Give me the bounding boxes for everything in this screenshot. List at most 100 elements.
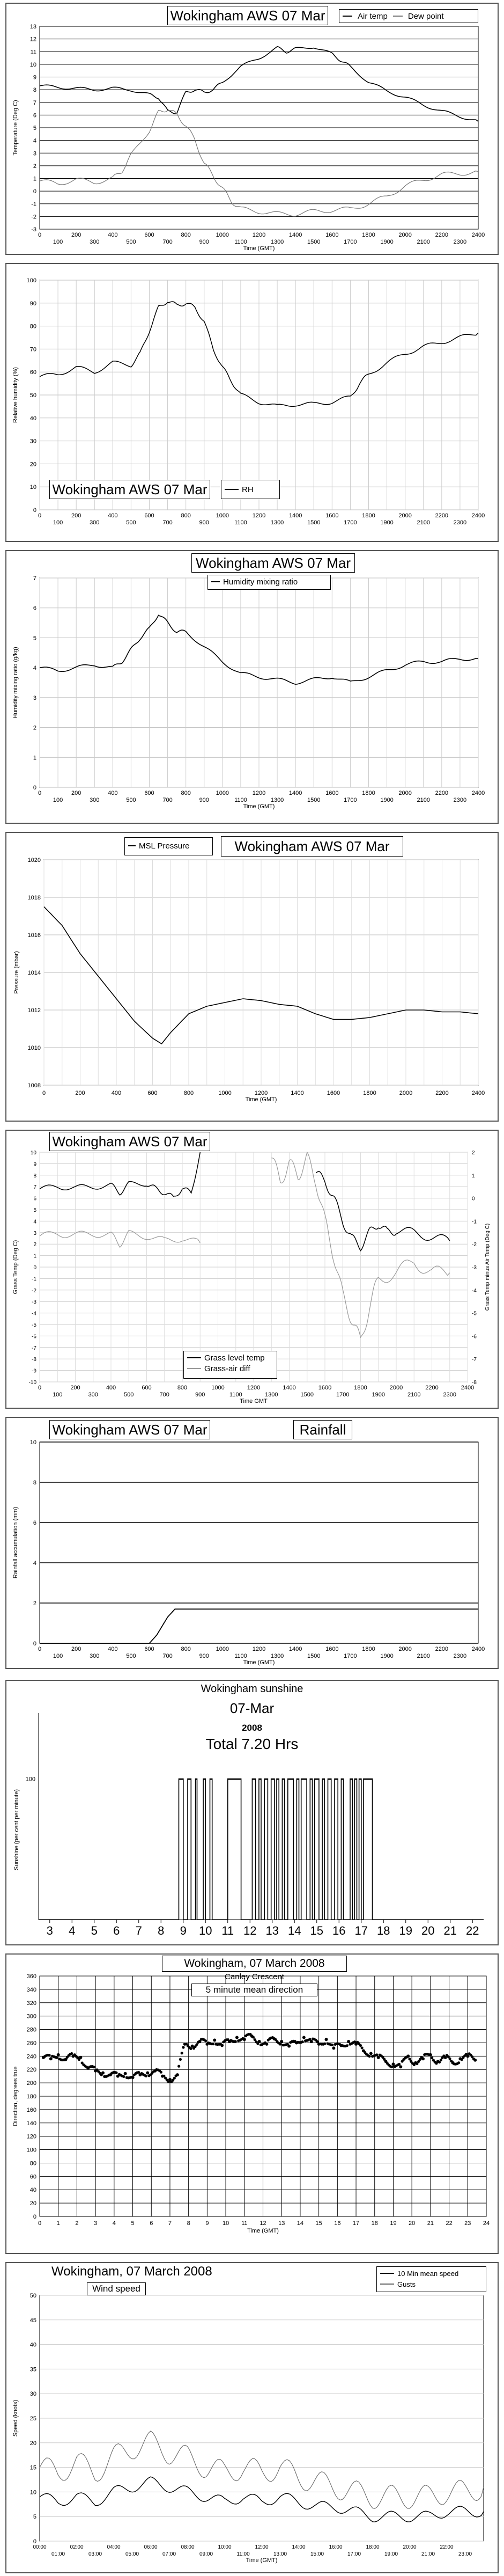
- x-tick-label: 2300: [454, 519, 466, 526]
- chart-subtitle-total: Total 7.20 Hrs: [205, 1736, 299, 1752]
- x-tick-label: 1100: [234, 797, 247, 803]
- x-tick-label: 1500: [307, 1653, 320, 1659]
- x-tick-label: 0: [38, 1646, 41, 1652]
- chart-panel-temperature: -3 -2 -1 0 1 2 3 4 5 6 7 8 9 10 11 12 13 0 200 400 600 800 100…: [5, 3, 499, 255]
- x-axis-label: Time GMT: [240, 1398, 268, 1404]
- chart-title: Wokingham AWS 07 Mar: [191, 553, 355, 573]
- data-point: [101, 2071, 105, 2075]
- legend-label: Grass-air diff: [204, 1364, 250, 1373]
- chart-title: Wokingham AWS 07 Mar: [49, 1420, 210, 1439]
- x-tick-label: 0: [38, 513, 41, 519]
- x-tick-label: 8: [158, 1924, 164, 1937]
- x-tick-label: 2300: [454, 1653, 466, 1659]
- data-point: [168, 2077, 172, 2081]
- y-axis-label: Rainfall accumulation (mm): [12, 1507, 19, 1578]
- y-tick-label: 4: [33, 1219, 36, 1225]
- data-point: [189, 2047, 192, 2051]
- x-tick-label: 7: [168, 2220, 172, 2227]
- y-tick-label: 4: [33, 665, 36, 671]
- x-tick-label: 900: [199, 797, 209, 803]
- wind-direction-chart: 0204060801001201401601802002202402602803…: [12, 1973, 490, 2234]
- y-right-tick-label: -3: [472, 1265, 477, 1271]
- y-tick-label: 200: [27, 2080, 36, 2087]
- x-tick-label: 2100: [417, 1653, 430, 1659]
- x-tick-label: 2300: [454, 797, 466, 803]
- x-tick-label: 1300: [271, 1653, 284, 1659]
- data-point: [406, 2054, 410, 2058]
- y-tick-label: 5: [33, 2514, 36, 2520]
- chart-legend: 10 Min mean speed Gusts: [376, 2266, 486, 2292]
- x-tick-label: 500: [126, 239, 136, 245]
- chart-panel-grass-temp: -10 -9 -8 -7 -6 -5 -4 -3 -2 -1 0 1 2 3 4 5 6 7 8 9 10 0 200 400…: [5, 1130, 499, 1409]
- x-tick-label: 2000: [398, 232, 411, 238]
- x-tick-label: 18:00: [366, 2544, 379, 2550]
- x-tick-label: 400: [108, 513, 117, 519]
- chart-subtitle-year: 2008: [242, 1723, 262, 1733]
- x-tick-label: 700: [162, 519, 172, 526]
- x-tick-label: 200: [75, 1090, 85, 1096]
- legend-label: Air temp: [358, 11, 388, 21]
- x-tick-label: 300: [90, 797, 99, 803]
- chart-panel-wind-direction: 0 20 40 60 80 100 120 140 160 180 200 220 240 260 280 3…: [5, 1953, 499, 2254]
- chart-title: Wokingham AWS 07 Mar: [49, 480, 210, 499]
- x-tick-label: 1200: [253, 1646, 265, 1652]
- sunshine-chart: 100 Sunshine (per cent per minute) 3 4 5 6 7 8 9…: [13, 1713, 484, 1937]
- x-tick-label: 600: [144, 790, 154, 796]
- x-tick-label: 21: [444, 1924, 457, 1937]
- sunshine-bar: [301, 1779, 307, 1780]
- x-tick-label: 6: [113, 1924, 120, 1937]
- chart-legend: RH: [221, 480, 280, 499]
- series-line-pressure: [43, 906, 479, 1045]
- data-point: [79, 2055, 83, 2059]
- sunshine-bar: [227, 1779, 241, 1780]
- x-axis-label: Time (GMT): [247, 2228, 279, 2234]
- data-point: [265, 2042, 269, 2046]
- sunshine-bar: [350, 1779, 353, 1780]
- y-tick-label: 60: [30, 2174, 36, 2180]
- x-tick-label: 1400: [289, 513, 302, 519]
- x-tick-label: 11:00: [236, 2551, 250, 2557]
- x-tick-label: 1200: [253, 790, 265, 796]
- legend-label: Grass level temp: [204, 1353, 265, 1363]
- x-tick-label: 600: [144, 513, 154, 519]
- x-tick-label: 900: [199, 519, 209, 526]
- y-tick-label: 1012: [28, 1007, 41, 1014]
- wind-speed-chart: 0 5 10 15 20 25 30 35 40 45 50 00:00 02:00 04:00 06:00…: [12, 2293, 484, 2564]
- y-tick-label: 25: [30, 2416, 36, 2422]
- data-point: [447, 2055, 450, 2058]
- x-tick-label: 1: [57, 2220, 60, 2227]
- sunshine-bar: [363, 1779, 373, 1780]
- y-tick-label: 0: [33, 507, 36, 514]
- chart-panel-humidity: 0 10 20 30 40 50 60 70 80 90 100 0 200 400 600 800 1000 1…: [5, 263, 499, 542]
- x-tick-label: 100: [53, 239, 63, 245]
- x-axis-label: Time (GMT): [243, 803, 275, 810]
- data-point: [471, 2055, 474, 2059]
- x-tick-label: 600: [144, 232, 154, 238]
- x-tick-label: 17: [355, 1924, 368, 1937]
- data-point: [234, 2040, 237, 2043]
- x-tick-label: 3: [94, 2220, 97, 2227]
- data-point: [431, 2057, 434, 2060]
- x-tick-label: 200: [71, 790, 81, 796]
- x-tick-label: 1200: [253, 232, 265, 238]
- chart-title: Wokingham sunshine: [201, 1683, 303, 1695]
- x-tick-label: 3: [47, 1924, 53, 1937]
- x-tick-label: 1900: [380, 797, 393, 803]
- y-tick-label: 100: [27, 2147, 36, 2154]
- y-tick-label: 1020: [28, 857, 41, 863]
- y-tick-label: 0: [33, 1265, 36, 1271]
- legend-swatch-gusts: [380, 2284, 394, 2285]
- x-tick-label: 4: [69, 1924, 75, 1937]
- chart-panel-mixing-ratio: 0 1 2 3 4 5 6 7 0 200 400 600 800 1000 1200 1400 1600 180…: [5, 550, 499, 824]
- data-point: [56, 2053, 60, 2057]
- x-tick-label: 200: [71, 513, 81, 519]
- sunshine-bar: [287, 1779, 294, 1780]
- chart-title: Wokingham, 07 March 2008: [162, 1956, 347, 1972]
- legend-label: RH: [242, 485, 254, 494]
- x-tick-label: 1400: [289, 790, 302, 796]
- y-tick-label: 10: [30, 484, 36, 491]
- x-tick-label: 1100: [234, 1653, 247, 1659]
- x-tick-label: 19:00: [384, 2551, 398, 2557]
- y-tick-label: 8: [33, 1480, 36, 1486]
- x-tick-label: 300: [90, 519, 99, 526]
